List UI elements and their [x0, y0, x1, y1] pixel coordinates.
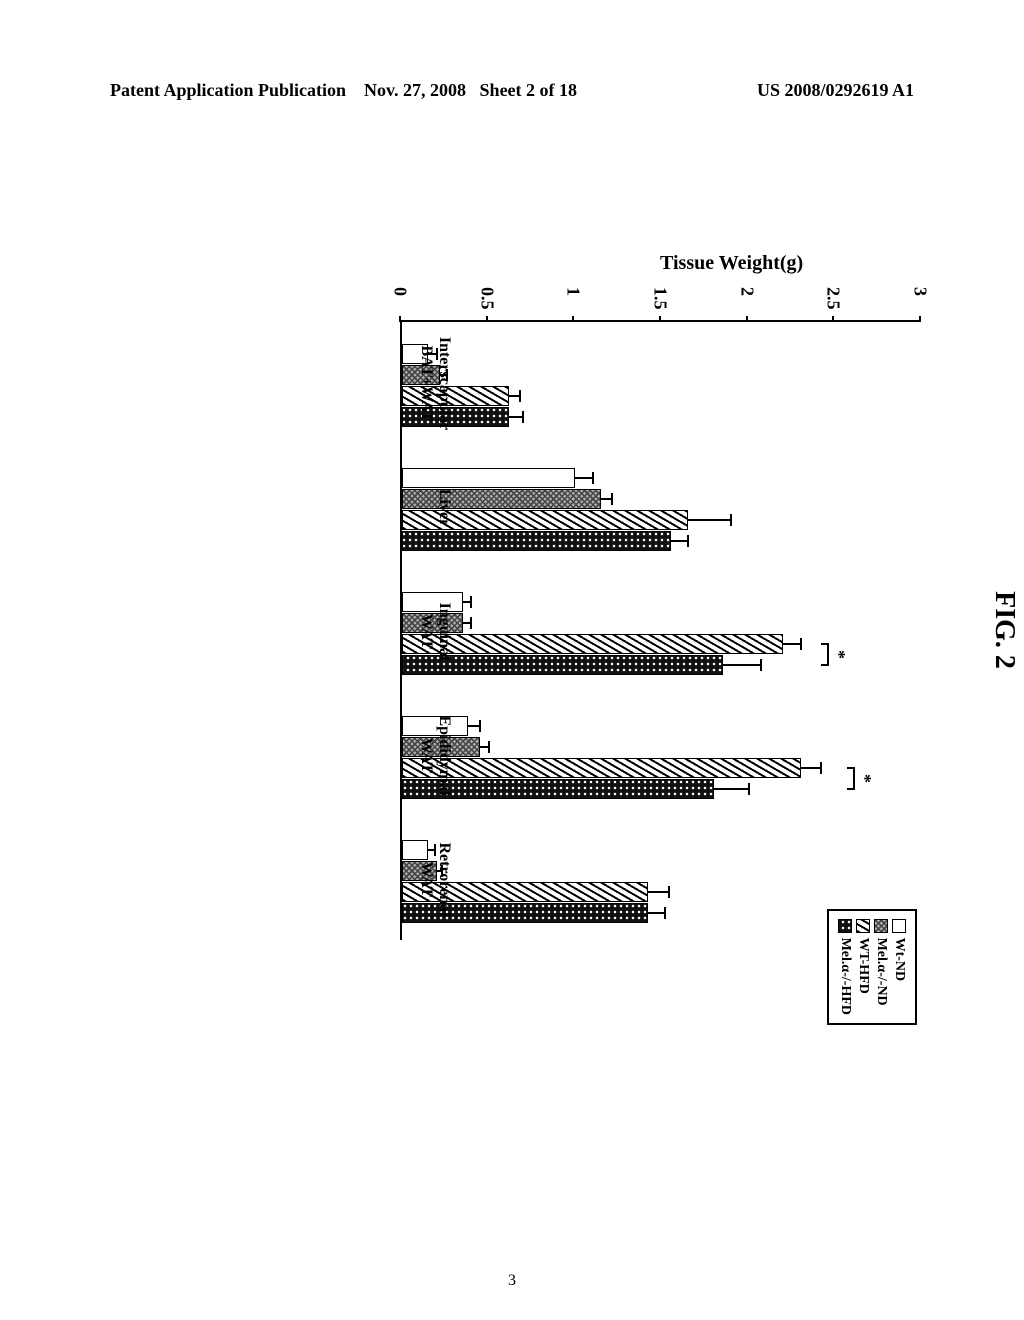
y-tick-label: 1	[563, 287, 584, 296]
significance-star: *	[854, 774, 875, 783]
header-date: Nov. 27, 2008	[364, 80, 466, 100]
bar-liver-mel-nd	[402, 489, 601, 509]
figure-container: FIG. 2 Tissue Weight(g) Wt-NDMel.α-/-NDW…	[40, 260, 980, 1000]
header-sheet: Sheet 2 of 18	[480, 80, 578, 100]
x-label-retrorenal: RetrorenalWAT	[418, 842, 453, 916]
figure-title: FIG. 2	[988, 591, 1020, 669]
x-label-inguinal: InguinalWAT	[418, 603, 453, 661]
legend-swatch	[874, 919, 888, 933]
y-axis-label: Tissue Weight(g)	[660, 252, 803, 275]
bar-liver-wt-nd	[402, 468, 575, 488]
y-tick-label: 1.5	[650, 287, 671, 310]
y-tick-label: 3	[910, 287, 931, 296]
legend-item-mel-nd: Mel.α-/-ND	[873, 919, 889, 1015]
header-left: Patent Application Publication Nov. 27, …	[110, 80, 577, 101]
legend-label: Mel.α-/-ND	[873, 938, 889, 1006]
bar-inguinal-wt-hfd	[402, 634, 783, 654]
page-number: 3	[508, 1272, 516, 1290]
header-publication: Patent Application Publication	[110, 80, 346, 100]
y-tick-label: 2.5	[823, 287, 844, 310]
header-pubno: US 2008/0292619 A1	[757, 80, 914, 101]
legend-item-wt-hfd: WT-HFD	[855, 919, 871, 1015]
legend-item-wt-nd: Wt-ND	[891, 919, 907, 1015]
legend-swatch	[856, 919, 870, 933]
legend-swatch	[892, 919, 906, 933]
legend-label: Wt-ND	[891, 938, 907, 982]
y-tick-label: 2	[736, 287, 757, 296]
legend-label: Mel.α-/-HFD	[837, 938, 853, 1015]
x-label-interscapular: InterscapularBAT+WAT	[418, 337, 453, 430]
legend-swatch	[838, 919, 852, 933]
x-label-epididymal: EpididymalWAT	[418, 715, 453, 795]
bar-liver-mel-hfd	[402, 531, 671, 551]
bar-chart: Wt-NDMel.α-/-NDWT-HFDMel.α-/-HFD 00.511.…	[400, 320, 920, 940]
x-label-liver: Liver	[435, 489, 453, 526]
y-tick-label: 0.5	[476, 287, 497, 310]
bar-epididymal-wt-hfd	[402, 758, 801, 778]
legend-item-mel-hfd: Mel.α-/-HFD	[837, 919, 853, 1015]
legend: Wt-NDMel.α-/-NDWT-HFDMel.α-/-HFD	[827, 909, 917, 1025]
significance-star: *	[828, 650, 849, 659]
y-tick-label: 0	[390, 287, 411, 296]
legend-label: WT-HFD	[855, 938, 871, 994]
